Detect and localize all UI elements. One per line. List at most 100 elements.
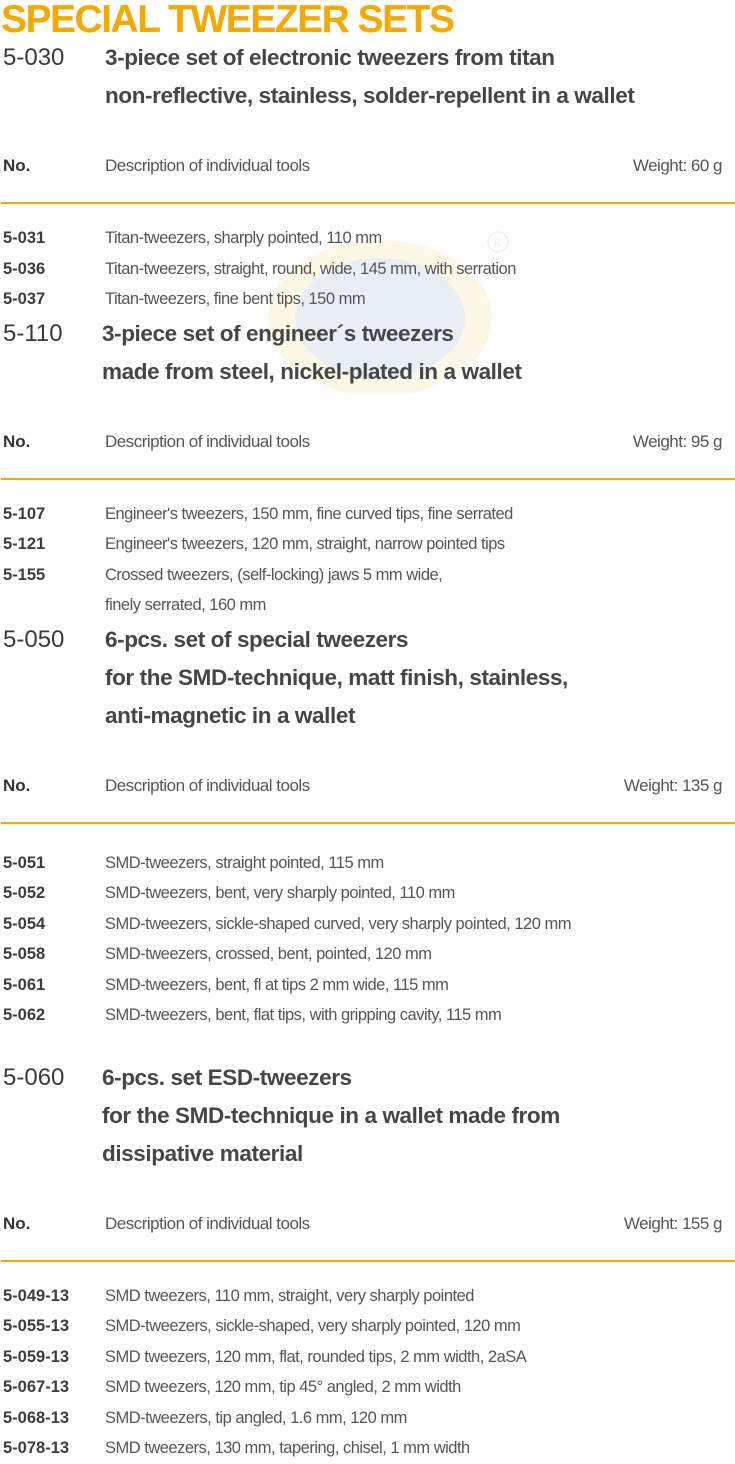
list-item: finely serrated, 160 mm (0, 590, 735, 621)
item-description: Titan-tweezers, straight, round, wide, 1… (105, 259, 516, 278)
item-description: SMD tweezers, 110 mm, straight, very sha… (105, 1286, 474, 1305)
set-heading-line: anti-magnetic in a wallet (0, 697, 735, 735)
item-description: finely serrated, 160 mm (105, 596, 266, 614)
product-set-section: 5-050 6-pcs. set of special tweezers for t… (0, 621, 735, 1031)
item-description: SMD-tweezers, bent, fl at tips 2 mm wide… (105, 975, 449, 994)
item-code: 5-068-13 (3, 1408, 70, 1427)
item-description: SMD-tweezers, crossed, bent, pointed, 12… (105, 945, 432, 963)
item-code: 5-058 (3, 945, 46, 963)
set-heading-text: for the SMD-technique in a wallet made f… (102, 1102, 560, 1128)
header-no: No. (3, 1213, 31, 1233)
table-header: No. Description of individual tools Weight… (0, 771, 735, 801)
set-heading-line: 5-050 6-pcs. set of special tweezers (0, 621, 735, 659)
item-description: SMD-tweezers, sickle-shaped curved, very… (105, 914, 571, 933)
set-heading-text: 6-pcs. set of special tweezers (105, 626, 409, 652)
list-item: 5-059-13 SMD tweezers, 120 mm, flat, roun… (0, 1342, 735, 1373)
list-item: 5-036 Titan-tweezers, straight, round, wi… (0, 254, 735, 285)
item-list: 5-031 Titan-tweezers, sharply pointed, 11… (0, 223, 735, 315)
set-code: 5-050 (3, 625, 65, 653)
list-item: 5-155 Crossed tweezers, (self-locking) ja… (0, 560, 735, 591)
header-description: Description of individual tools (105, 156, 310, 175)
set-heading-line: for the SMD-technique in a wallet made f… (0, 1097, 735, 1135)
item-description: SMD-tweezers, straight pointed, 115 mm (105, 853, 384, 872)
set-heading-line: 5-060 6-pcs. set ESD-tweezers (0, 1059, 735, 1097)
item-code: 5-107 (3, 504, 46, 523)
item-description: Crossed tweezers, (self-locking) jaws 5 … (105, 565, 443, 584)
item-code: 5-067-13 (3, 1378, 70, 1396)
list-item: 5-107 Engineer's tweezers, 150 mm, fine c… (0, 499, 735, 530)
item-code: 5-051 (3, 853, 46, 872)
product-set-section: 5-030 3-piece set of electronic tweezers … (0, 39, 735, 315)
item-code: 5-061 (3, 975, 46, 994)
set-code: 5-030 (3, 44, 65, 71)
item-description: Engineer's tweezers, 150 mm, fine curved… (105, 504, 513, 523)
page-title: SPECIAL TWEEZER SETS (1, 0, 455, 41)
item-description: SMD-tweezers, bent, very sharply pointed… (105, 884, 455, 902)
item-list: 5-049-13 SMD tweezers, 110 mm, straight, … (0, 1281, 735, 1464)
list-item: 5-078-13 SMD tweezers, 130 mm, tapering, … (0, 1433, 735, 1464)
set-heading-line: for the SMD-technique, matt finish, stai… (0, 659, 735, 697)
list-item: 5-058 SMD-tweezers, crossed, bent, pointe… (0, 939, 735, 970)
item-description: SMD-tweezers, bent, flat tips, with grip… (105, 1006, 502, 1024)
item-description: SMD tweezers, 120 mm, flat, rounded tips… (105, 1347, 527, 1366)
set-heading-text: for the SMD-technique, matt finish, stai… (105, 664, 568, 690)
product-sections: 5-030 3-piece set of electronic tweezers … (0, 39, 735, 1464)
divider (1, 202, 735, 204)
item-description: Engineer's tweezers, 120 mm, straight, n… (105, 535, 505, 553)
set-code: 5-060 (3, 1063, 65, 1091)
set-heading-line: 5-030 3-piece set of electronic tweezers … (0, 39, 735, 77)
item-code: 5-049-13 (3, 1286, 70, 1305)
product-set-section: 5-110 3-piece set of engineer´s tweezers m… (0, 315, 735, 621)
list-item: 5-054 SMD-tweezers, sickle-shaped curved,… (0, 909, 735, 940)
item-description: SMD-tweezers, sickle-shaped, very sharpl… (105, 1317, 521, 1335)
item-code: 5-078-13 (3, 1439, 70, 1457)
list-item: 5-067-13 SMD tweezers, 120 mm, tip 45° an… (0, 1372, 735, 1403)
set-heading-line: 5-110 3-piece set of engineer´s tweezers (0, 315, 735, 353)
item-code: 5-052 (3, 884, 46, 902)
header-no: No. (3, 775, 31, 795)
table-header: No. Description of individual tools Weight… (0, 427, 735, 457)
item-list: 5-107 Engineer's tweezers, 150 mm, fine c… (0, 499, 735, 621)
list-item: 5-068-13 SMD-tweezers, tip angled, 1.6 mm… (0, 1403, 735, 1434)
header-weight: Weight: 155 g (623, 1213, 723, 1233)
set-heading-line: made from steel, nickel-plated in a wall… (0, 353, 735, 391)
set-heading-text: dissipative material (102, 1140, 303, 1166)
list-item: 5-051 SMD-tweezers, straight pointed, 115… (0, 848, 735, 879)
item-list: 5-051 SMD-tweezers, straight pointed, 115… (0, 848, 735, 1031)
set-heading-text: made from steel, nickel-plated in a wall… (102, 358, 522, 384)
item-code: 5-036 (3, 259, 46, 278)
list-item: 5-062 SMD-tweezers, bent, flat tips, with… (0, 1000, 735, 1031)
header-no: No. (3, 156, 31, 175)
header-description: Description of individual tools (105, 431, 310, 451)
divider (1, 821, 735, 824)
list-item: 5-031 Titan-tweezers, sharply pointed, 11… (0, 223, 735, 254)
item-code: 5-121 (3, 535, 46, 553)
list-item: 5-037 Titan-tweezers, fine bent tips, 150… (0, 284, 735, 315)
header-weight: Weight: 60 g (632, 156, 723, 175)
item-code: 5-155 (3, 565, 46, 584)
item-code: 5-059-13 (3, 1347, 70, 1366)
item-code: 5-031 (3, 229, 46, 247)
set-code: 5-110 (3, 319, 63, 347)
list-item: 5-055-13 SMD-tweezers, sickle-shaped, ver… (0, 1311, 735, 1342)
set-heading-line: dissipative material (0, 1135, 735, 1173)
header-description: Description of individual tools (105, 1213, 310, 1233)
list-item: 5-061 SMD-tweezers, bent, fl at tips 2 mm… (0, 970, 735, 1001)
header-weight: Weight: 95 g (632, 431, 723, 451)
item-description: Titan-tweezers, sharply pointed, 110 mm (105, 229, 382, 247)
item-description: SMD tweezers, 130 mm, tapering, chisel, … (105, 1439, 470, 1457)
list-item: 5-121 Engineer's tweezers, 120 mm, straig… (0, 529, 735, 560)
header-weight: Weight: 135 g (623, 775, 723, 795)
set-heading-line: non-reflective, stainless, solder-repell… (0, 77, 735, 115)
set-heading-text: 3-piece set of electronic tweezers from … (105, 45, 555, 70)
item-code: 5-037 (3, 290, 46, 308)
table-header: No. Description of individual tools Weight… (0, 1209, 735, 1239)
set-heading-text: 3-piece set of engineer´s tweezers (102, 320, 454, 346)
item-code: 5-055-13 (3, 1317, 70, 1335)
item-description: SMD-tweezers, tip angled, 1.6 mm, 120 mm (105, 1408, 407, 1427)
set-heading-text: 6-pcs. set ESD-tweezers (102, 1064, 352, 1090)
item-code: 5-054 (3, 914, 46, 933)
item-code: 5-062 (3, 1006, 46, 1024)
list-item: 5-052 SMD-tweezers, bent, very sharply po… (0, 878, 735, 909)
divider (1, 477, 735, 480)
